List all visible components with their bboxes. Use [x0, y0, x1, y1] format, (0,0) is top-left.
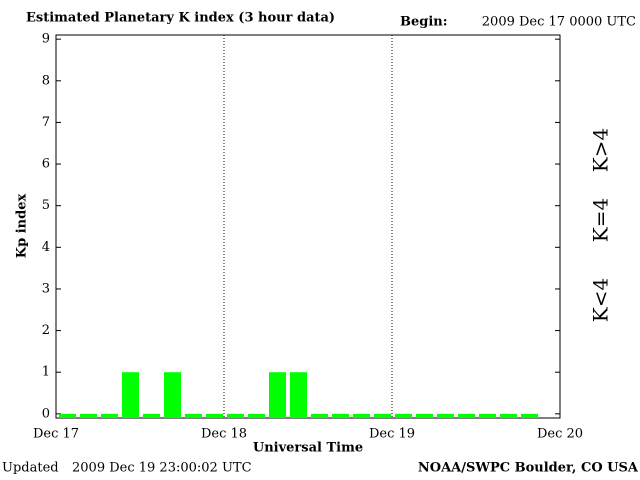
bar [374, 413, 391, 418]
bar [458, 413, 475, 418]
plot-frame [55, 34, 561, 419]
y-tick-label: 6 [42, 157, 50, 172]
x-axis-label: Universal Time [253, 441, 363, 456]
legend-entry: K<4 [589, 278, 613, 322]
legend-entry: K>4 [589, 128, 613, 172]
y-tick-label: 7 [42, 115, 50, 130]
y-tick-label: 4 [42, 240, 50, 255]
updated-label: Updated [2, 461, 59, 476]
bar [143, 413, 160, 418]
bar [437, 413, 454, 418]
x-tick-label: Dec 19 [369, 427, 415, 442]
bar [353, 413, 370, 418]
bar [500, 413, 517, 418]
chart-title: Estimated Planetary K index (3 hour data… [26, 11, 335, 26]
bar [164, 372, 181, 418]
bar [227, 413, 244, 418]
bar [416, 413, 433, 418]
bar [185, 413, 202, 418]
y-tick-label: 3 [42, 281, 50, 296]
bar [206, 413, 223, 418]
bar [122, 372, 139, 418]
begin-value: 2009 Dec 17 0000 UTC [482, 15, 636, 30]
bar [479, 413, 496, 418]
updated-value: 2009 Dec 19 23:00:02 UTC [72, 461, 252, 476]
bar [290, 372, 307, 418]
y-tick-label: 2 [42, 323, 50, 338]
credit: NOAA/SWPC Boulder, CO USA [418, 461, 639, 476]
bar [248, 413, 265, 418]
begin-label: Begin: [400, 15, 448, 30]
bar [311, 413, 328, 418]
x-tick-label: Dec 20 [537, 427, 583, 442]
bar [269, 372, 286, 418]
y-tick-label: 1 [42, 365, 50, 380]
bar [101, 413, 118, 418]
bar [332, 413, 349, 418]
bar [59, 413, 76, 418]
y-tick-label: 5 [42, 198, 50, 213]
y-tick-label: 0 [42, 406, 50, 421]
x-tick-label: Dec 18 [201, 427, 247, 442]
y-axis-label: Kp index [15, 194, 30, 259]
bar [80, 413, 97, 418]
x-tick-label: Dec 17 [33, 427, 79, 442]
bar [395, 413, 412, 418]
legend-entry: K=4 [589, 198, 613, 242]
bar [521, 413, 538, 418]
y-tick-label: 9 [42, 32, 50, 47]
y-tick-label: 8 [42, 73, 50, 88]
